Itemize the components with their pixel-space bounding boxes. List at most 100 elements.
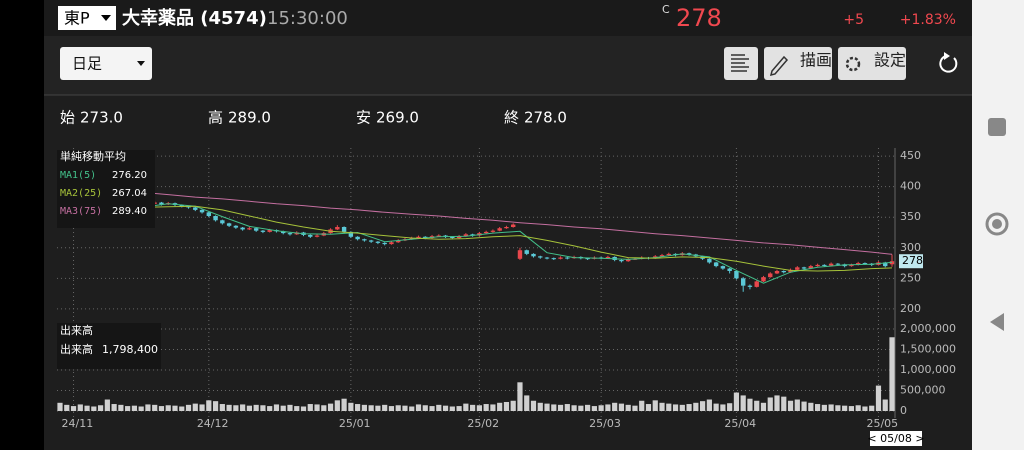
candle-body (659, 255, 665, 257)
candle-body (396, 240, 401, 243)
refresh-arrow (944, 52, 950, 60)
nav-home-dot (992, 219, 1002, 229)
candle-body (206, 212, 212, 216)
volume-bar (341, 398, 347, 411)
volume-bar (882, 399, 888, 411)
x-tick-label: 25/04 (724, 417, 756, 430)
draw-button[interactable]: 描画 (764, 47, 832, 80)
candle-body (463, 234, 469, 237)
candle-body (883, 262, 888, 267)
volume-bar (524, 395, 530, 411)
candle-body (308, 234, 313, 237)
volume-bar (497, 402, 503, 411)
candle-body (348, 231, 354, 237)
candle-body (368, 240, 374, 242)
candle-body (734, 271, 739, 279)
volume-bar (111, 404, 117, 411)
volume-tick-label: 500,000 (900, 384, 946, 397)
volume-bar (125, 406, 131, 411)
volume-bar (267, 406, 273, 411)
volume-bar (226, 404, 232, 411)
candle-body (511, 224, 516, 227)
volume-bar (185, 404, 192, 411)
period-select[interactable] (60, 47, 152, 80)
volume-bar (463, 403, 469, 411)
volume-bar (787, 400, 794, 411)
refresh-icon[interactable] (939, 55, 958, 73)
x-tick-label: 25/01 (339, 417, 371, 430)
candle-body (815, 264, 820, 267)
volume-bar (591, 406, 597, 411)
date-badge[interactable] (870, 431, 922, 446)
ohlc-key: 終 (504, 109, 519, 127)
nav-home[interactable] (985, 212, 1009, 236)
candle-body (409, 238, 414, 240)
candle-body (267, 230, 272, 232)
volume-bar (294, 406, 300, 411)
settings-button[interactable]: 設定 (838, 47, 906, 80)
candle-body (720, 266, 726, 269)
volume-bar (855, 405, 861, 411)
volume-bar (64, 404, 70, 411)
volume-bar (307, 404, 313, 411)
volume-bar (740, 395, 746, 411)
volume-bar (774, 395, 780, 411)
volume-bar (409, 406, 415, 411)
gear-icon (845, 56, 861, 72)
candle-body (355, 236, 360, 240)
candle-body (483, 231, 489, 234)
ohlc-value: 278.0 (524, 109, 567, 127)
candle-body (707, 258, 712, 263)
ma-line (59, 203, 893, 284)
nav-recents[interactable] (988, 118, 1006, 136)
settings-label: 設定 (874, 51, 906, 70)
volume-bar (666, 403, 672, 411)
volume-bar (848, 406, 855, 411)
volume-bar (747, 398, 753, 411)
volume-bar (490, 404, 496, 411)
candle-body (314, 235, 320, 237)
volume-bar (814, 404, 821, 411)
volume-bar (152, 404, 158, 411)
volume-bar (70, 406, 77, 411)
volume-bar (361, 404, 367, 411)
volume-bar (456, 406, 462, 411)
legend-value: 276.20 (112, 170, 147, 181)
price-tag-label: 278 (902, 254, 923, 267)
x-tick-label: 24/12 (197, 417, 229, 430)
volume-bar (131, 405, 138, 411)
candle-body (585, 258, 590, 260)
volume-bar (875, 385, 882, 411)
volume-bar (314, 404, 320, 411)
volume-bar (158, 406, 165, 411)
nav-back[interactable] (990, 313, 1004, 331)
price-flag: C (662, 3, 670, 16)
ohlc-key: 始 (60, 109, 75, 127)
settings-bg (838, 47, 906, 80)
volume-bar (659, 402, 665, 411)
candle-body (740, 278, 746, 286)
market: 東P (64, 9, 90, 28)
draw-label: 描画 (800, 51, 832, 70)
candle-body (835, 263, 841, 265)
volume-title: 出来高 (60, 323, 93, 337)
candle-body (801, 267, 807, 269)
candle-body (605, 256, 611, 259)
volume-bar (287, 404, 293, 411)
candle-body (727, 268, 732, 271)
volume-bar (557, 404, 564, 411)
volume-bar (470, 404, 476, 411)
candle-body (781, 271, 786, 273)
candle-body (795, 267, 800, 270)
candle-body (287, 233, 293, 235)
volume-bar (727, 403, 733, 411)
candle-body (544, 257, 550, 259)
candle-body (456, 236, 462, 238)
volume-bar (564, 404, 570, 411)
legend-title: 単純移動平均 (60, 149, 126, 163)
candle-body (193, 207, 198, 210)
volume-bar (233, 405, 239, 411)
volume-bar (334, 400, 340, 411)
volume-bar (760, 402, 767, 411)
